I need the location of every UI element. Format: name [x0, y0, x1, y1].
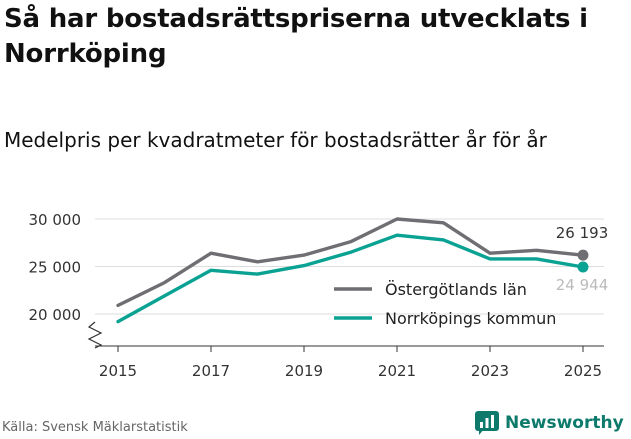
x-tick-label: 2025: [564, 362, 602, 380]
series-end-point: [577, 261, 589, 273]
legend: Östergötlands län Norrköpings kommun: [334, 280, 556, 328]
x-tick-label: 2021: [378, 362, 416, 380]
x-tick-label: 2015: [99, 362, 137, 380]
legend-label: Östergötlands län: [385, 280, 527, 299]
axis-break-icon: [87, 321, 103, 349]
x-tick-label: 2019: [285, 362, 323, 380]
newsworthy-logo-icon: [475, 411, 499, 435]
brand-name: Newsworthy: [505, 413, 624, 433]
chart-subtitle: Medelpris per kvadratmeter för bostadsrä…: [4, 128, 547, 152]
page-title: Så har bostadsrättspriserna utvecklats i…: [4, 4, 588, 69]
end-value-label: 26 193: [556, 224, 609, 242]
x-tick-label: 2023: [471, 362, 509, 380]
x-tick-label: 2017: [192, 362, 230, 380]
y-tick-label: 25 000: [29, 259, 82, 277]
series: [116, 217, 589, 324]
source-note: Källa: Svensk Mäklarstatistik: [2, 420, 188, 435]
brand-logo[interactable]: Newsworthy: [475, 410, 624, 436]
series-line: [116, 233, 585, 324]
data-labels: 26 193 24 944: [556, 224, 609, 294]
y-tick-label: 20 000: [29, 306, 82, 324]
end-value-label: 24 944: [556, 276, 609, 294]
series-line: [116, 217, 585, 308]
series-end-point: [577, 249, 589, 261]
axes: 20 000 25 000 30 000 2015 2017 2019 2021 2023 20…: [29, 211, 604, 380]
y-tick-label: 30 000: [29, 211, 82, 229]
grid-lines: [95, 218, 604, 315]
legend-label: Norrköpings kommun: [385, 309, 556, 328]
